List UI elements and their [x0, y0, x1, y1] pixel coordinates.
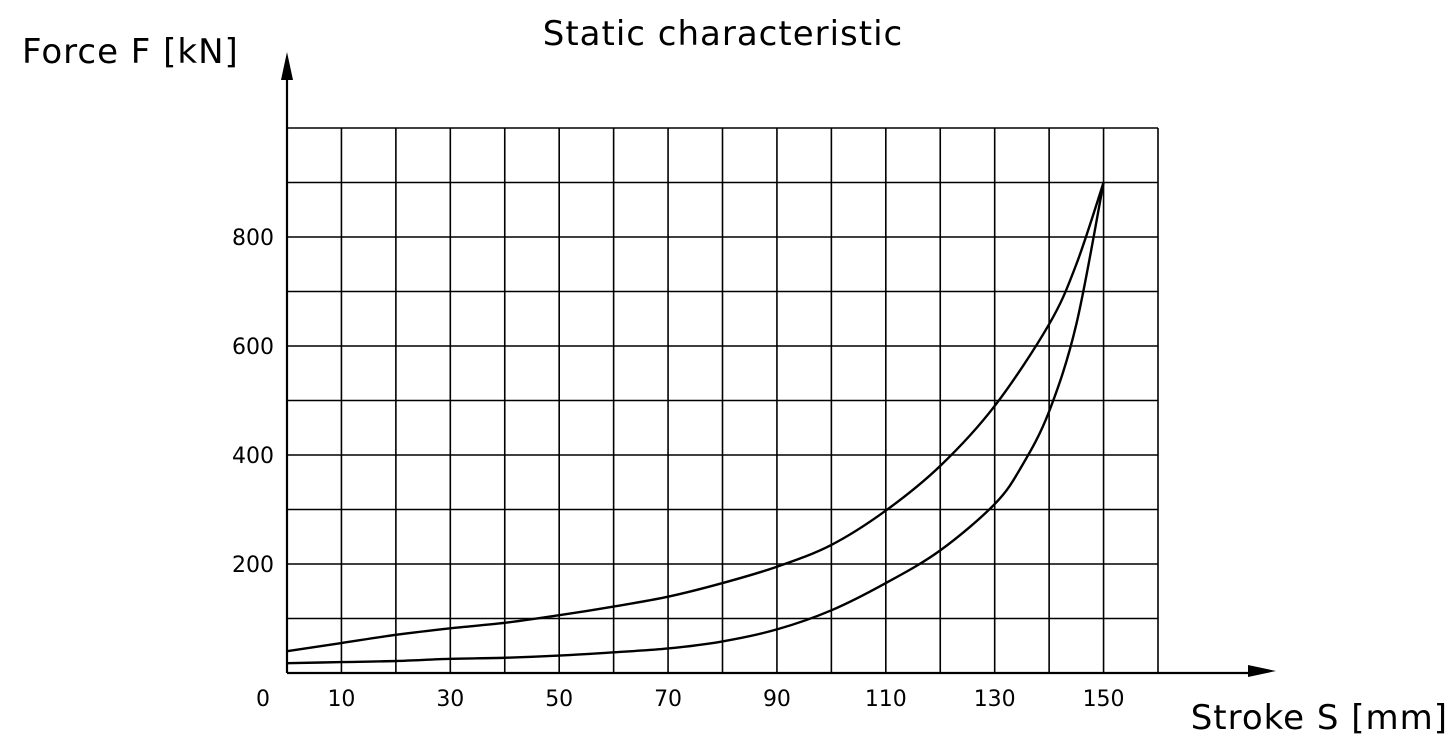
y-tick-label: 400: [232, 444, 274, 469]
x-tick-label: 30: [436, 687, 464, 712]
x-tick-label: 110: [865, 687, 907, 712]
x-tick-label: 90: [763, 687, 791, 712]
y-tick-label: 800: [232, 226, 274, 251]
x-tick-label: 10: [327, 687, 355, 712]
x-tick-label: 0: [256, 687, 270, 712]
x-tick-label: 50: [545, 687, 573, 712]
tick-labels: 0 10 30 50 70 90 110 130 150 200 400 600 800: [232, 226, 1125, 712]
grid: [287, 127, 1159, 673]
series-line-2: [286, 182, 1105, 665]
series-line-1: [286, 182, 1105, 653]
x-tick-label: 70: [654, 687, 682, 712]
axes: [281, 52, 1276, 677]
curves: [286, 182, 1105, 665]
x-axis-arrow: [1248, 665, 1276, 677]
y-axis-title: Force F [kN]: [22, 32, 239, 72]
x-tick-label: 130: [974, 687, 1016, 712]
y-axis-arrow: [281, 52, 293, 80]
y-tick-label: 600: [232, 335, 274, 360]
x-axis-title: Stroke S [mm]: [1191, 698, 1448, 738]
chart-title: Static characteristic: [543, 14, 903, 54]
y-tick-label: 200: [232, 553, 274, 578]
x-tick-label: 150: [1083, 687, 1125, 712]
